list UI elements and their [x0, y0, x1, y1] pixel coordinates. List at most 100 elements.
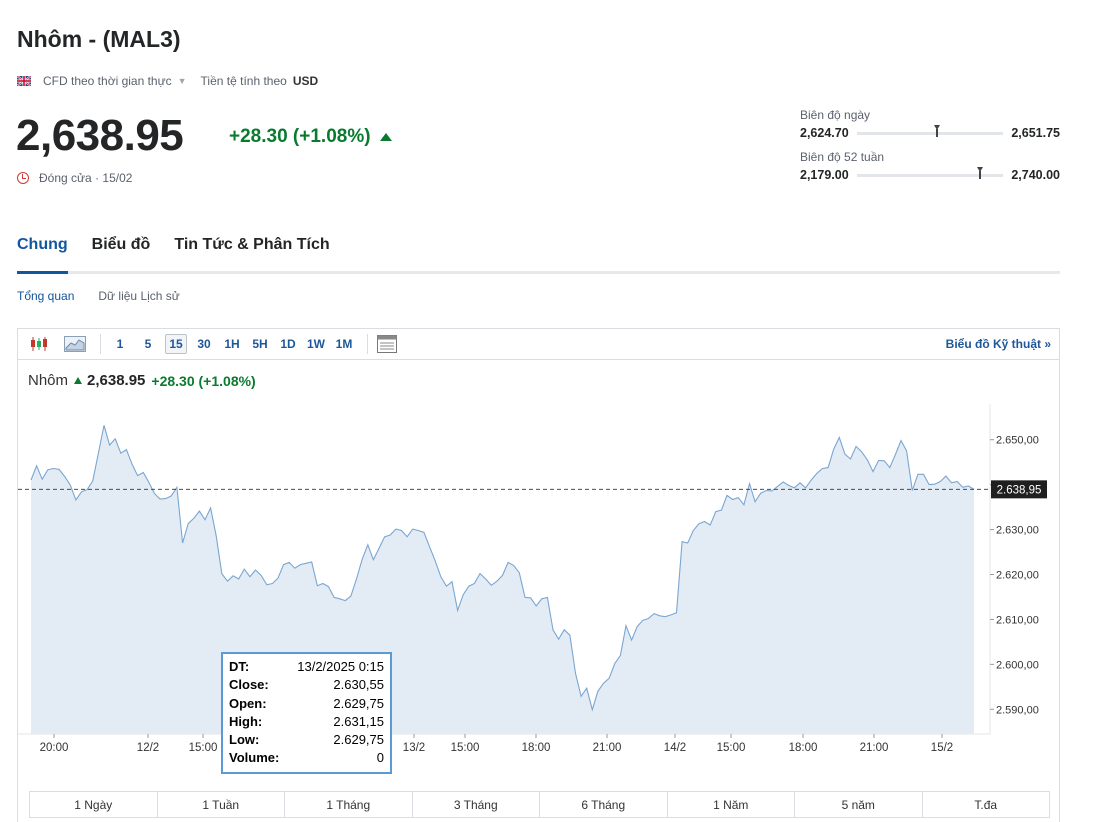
legend-change: +28.30 (+1.08%) — [151, 373, 255, 389]
tooltip-value: 2.631,15 — [333, 713, 384, 729]
price-change: +28.30 (+1.08%) — [229, 126, 392, 148]
last-price-tag — [991, 480, 1047, 499]
price-line — [30, 425, 975, 712]
y-tick-label: 2.650,00 — [996, 435, 1039, 447]
arrow-up-icon — [379, 133, 392, 141]
y-tick-label: 2.600,00 — [996, 659, 1039, 671]
last-price: 2,638.95 — [16, 111, 184, 160]
chart-legend: Nhôm 2,638.95 +28.30 (+1.08%) — [28, 372, 256, 389]
legend-change-value: +28.30 — [151, 372, 195, 389]
tooltip-key: Open: — [229, 695, 267, 711]
y-tick-label: 2.590,00 — [996, 704, 1039, 716]
interval-1m[interactable]: 1M — [335, 337, 353, 351]
tooltip-key: Low: — [229, 732, 260, 748]
x-tick-label: 15:00 — [189, 742, 218, 754]
tooltip-key: DT: — [229, 659, 250, 674]
tab-news[interactable]: Tin Tức & Phân Tích — [174, 236, 330, 253]
tooltip-value: 2.629,75 — [333, 695, 384, 711]
legend-last: 2,638.95 — [87, 372, 146, 389]
week52-range-low: 2,179.00 — [800, 168, 849, 182]
close-status-text: Đóng cửa · 15/02 — [39, 171, 133, 185]
tooltip-value: 13/2/2025 0:15 — [297, 659, 384, 674]
main-tabs: Chung Biểu đồ Tin Tức & Phân Tích — [17, 236, 1060, 274]
day-range: Biên độ ngày 2,624.70 2,651.75 — [800, 108, 1060, 140]
day-range-bar — [856, 124, 1004, 137]
technical-chart-link[interactable]: Biểu đồ Kỹ thuật » — [945, 337, 1051, 351]
period-1w[interactable]: 1 Tuần — [158, 792, 285, 817]
period-6m[interactable]: 6 Tháng — [540, 792, 668, 817]
week52-range: Biên độ 52 tuần 2,179.00 2,740.00 — [800, 150, 1060, 182]
tooltip-key: Close: — [229, 677, 269, 693]
x-tick-label: 20:00 — [40, 742, 69, 754]
tooltip-value: 0 — [376, 750, 384, 766]
currency-value: USD — [292, 74, 319, 88]
week52-range-marker — [976, 166, 983, 179]
day-range-marker — [934, 124, 941, 137]
period-selector: 1 Ngày 1 Tuần 1 Tháng 3 Tháng 6 Tháng 1 … — [29, 791, 1050, 818]
uk-flag-icon — [17, 76, 31, 86]
ranges-panel: Biên độ ngày 2,624.70 2,651.75 Biên độ 5… — [800, 108, 1060, 192]
period-1m[interactable]: 1 Tháng — [285, 792, 413, 817]
chevron-down-icon[interactable]: ▼ — [177, 76, 187, 86]
tab-chart[interactable]: Biểu đồ — [91, 236, 151, 253]
period-max[interactable]: T.đa — [974, 797, 998, 812]
day-range-low: 2,624.70 — [800, 126, 849, 140]
interval-5h[interactable]: 5H — [252, 337, 268, 351]
tooltip-key: Volume: — [229, 750, 280, 766]
clock-icon — [17, 172, 29, 184]
x-tick-label: 15/2 — [931, 742, 953, 754]
interval-1[interactable]: 1 — [116, 337, 124, 351]
chart-widget: 1 5 15 30 1H 5H 1D 1W 1M Biểu đồ Kỹ thuậ… — [17, 328, 1060, 822]
subtab-history[interactable]: Dữ liệu Lịch sử — [98, 289, 180, 303]
x-tick-label: 21:00 — [593, 742, 622, 754]
y-tick-label: 2.630,00 — [996, 525, 1039, 537]
x-tick-label: 12/2 — [137, 742, 159, 754]
arrow-up-icon — [74, 377, 83, 384]
tooltip-value: 2.629,75 — [333, 732, 384, 748]
tab-general[interactable]: Chung — [17, 236, 68, 274]
x-tick-label: 15:00 — [717, 742, 746, 754]
x-tick-label: 15:00 — [451, 742, 480, 754]
interval-15[interactable]: 15 — [165, 334, 187, 354]
week52-range-high: 2,740.00 — [1011, 168, 1060, 182]
legend-change-pct: (+1.08%) — [198, 372, 256, 389]
feed-label[interactable]: CFD theo thời gian thực — [43, 74, 172, 88]
interval-5[interactable]: 5 — [144, 337, 152, 351]
interval-1h[interactable]: 1H — [224, 337, 240, 351]
chart-tooltip: DT: 13/2/2025 0:15 Close: 2.630,55 Open: 2.… — [221, 652, 392, 774]
week52-range-label: Biên độ 52 tuần — [800, 150, 885, 164]
toolbar-divider — [367, 334, 368, 354]
interval-30[interactable]: 30 — [197, 337, 211, 351]
tooltip-key: High: — [229, 713, 263, 729]
toolbar-divider — [100, 334, 101, 354]
sub-tabs: Tổng quan Dữ liệu Lịch sử — [17, 289, 204, 303]
period-1y[interactable]: 1 Năm — [668, 792, 795, 817]
market-status: Đóng cửa · 15/02 — [17, 171, 132, 185]
table-view-icon[interactable] — [376, 334, 398, 354]
y-tick-label: 2.620,00 — [996, 569, 1039, 581]
x-tick-label: 14/2 — [664, 742, 686, 754]
page-title: Nhôm - (MAL3) — [17, 26, 181, 52]
x-tick-label: 21:00 — [860, 742, 889, 754]
interval-1w[interactable]: 1W — [307, 337, 325, 351]
day-range-label: Biên độ ngày — [800, 108, 871, 122]
last-price-label: 2.638,95 — [997, 484, 1042, 496]
chart-toolbar: 1 5 15 30 1H 5H 1D 1W 1M Biểu đồ Kỹ thuậ… — [18, 329, 1059, 360]
period-5y[interactable]: 5 năm — [795, 792, 923, 817]
period-3m[interactable]: 3 Tháng — [413, 792, 540, 817]
interval-1d[interactable]: 1D — [280, 337, 296, 351]
candlestick-icon[interactable] — [28, 334, 50, 354]
day-range-high: 2,651.75 — [1011, 126, 1060, 140]
price-area — [31, 425, 974, 734]
legend-name: Nhôm — [28, 372, 69, 389]
subtab-overview[interactable]: Tổng quan — [17, 289, 75, 303]
x-tick-label: 18:00 — [789, 742, 818, 754]
tooltip-value: 2.630,55 — [333, 677, 384, 693]
x-tick-label: 18:00 — [522, 742, 551, 754]
price-change-text: +28.30 (+1.08%) — [229, 126, 371, 147]
meta-row: CFD theo thời gian thực ▼ Tiền tệ tính t… — [17, 74, 318, 88]
price-chart[interactable]: 2.650,002.640,002.630,002.620,002.610,00… — [18, 404, 1059, 789]
x-tick-label: 13/2 — [403, 742, 425, 754]
period-1d[interactable]: 1 Ngày — [30, 792, 158, 817]
area-chart-icon[interactable] — [64, 334, 86, 354]
